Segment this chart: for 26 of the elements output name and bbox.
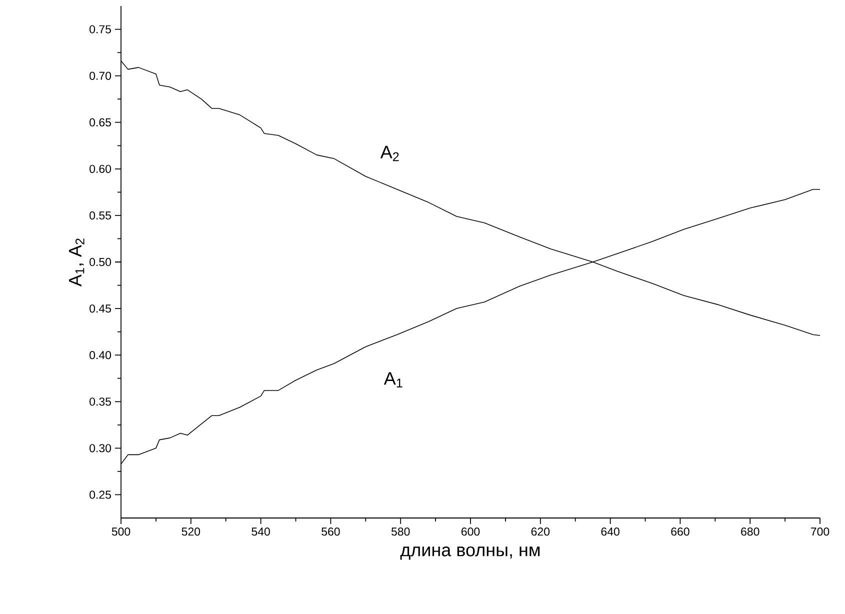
y-tick-label: 0.25 (90, 490, 111, 499)
x-tick-label: 580 (391, 528, 410, 536)
x-tick-label: 500 (112, 528, 130, 536)
y-tick-label: 0.75 (90, 25, 111, 34)
x-tick-label: 680 (741, 528, 760, 536)
y-tick-label: 0.30 (90, 444, 112, 452)
x-tick-label: 620 (531, 528, 550, 536)
y-axis-title: A$_{1}$, A$_{2}$ (69, 238, 84, 286)
x-tick-label: 600 (461, 528, 480, 536)
y-tick-label: 0.65 (90, 118, 111, 126)
x-tick-label: 640 (601, 528, 620, 536)
annotation: A$_{2}$ (380, 146, 399, 162)
annotation: A$_{1}$ (384, 372, 402, 388)
y-tick-label: 0.55 (90, 211, 111, 220)
y-tick-label: 0.50 (90, 258, 112, 266)
y-tick-label: 0.60 (90, 164, 112, 173)
y-tick-label: 0.70 (90, 72, 112, 80)
x-tick-label: 700 (811, 528, 830, 536)
x-tick-label: 520 (182, 528, 200, 536)
x-tick-label: 660 (671, 528, 690, 536)
x-tick-label: 540 (252, 528, 270, 536)
y-tick-label: 0.45 (90, 304, 111, 313)
x-tick-label: 560 (322, 528, 340, 536)
y-tick-label: 0.35 (90, 398, 111, 406)
y-tick-label: 0.40 (90, 351, 112, 360)
x-axis-title: длина волны, нм (400, 546, 540, 560)
